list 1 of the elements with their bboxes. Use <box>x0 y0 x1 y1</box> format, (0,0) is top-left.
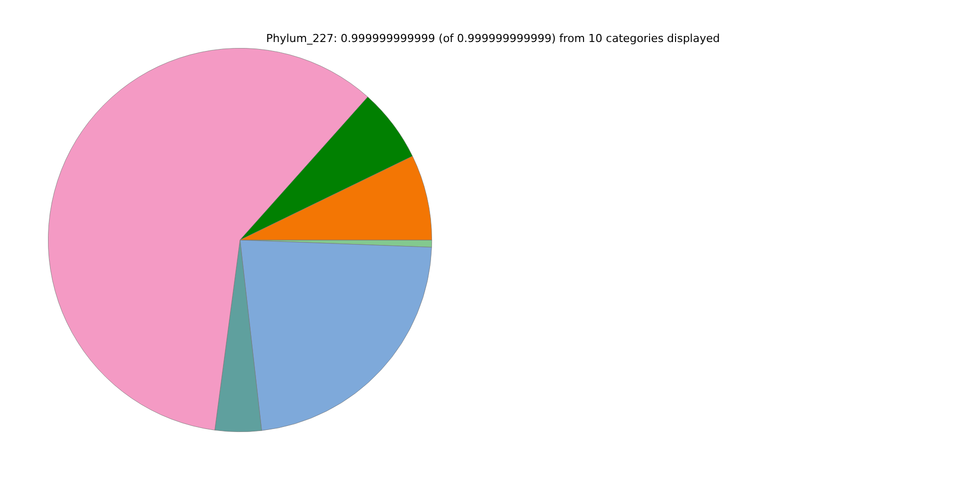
text: Phylum_227: 0.999999999999 (of 0.999999999999) from 10 categories displayed <box>266 32 720 45</box>
